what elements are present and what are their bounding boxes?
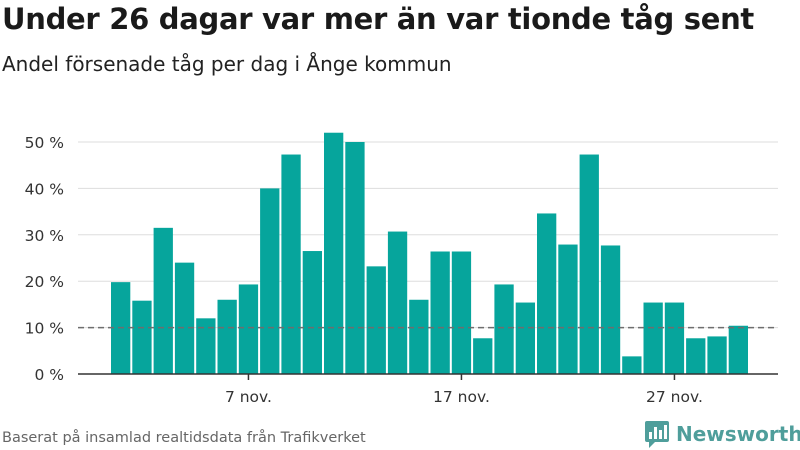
bar bbox=[515, 302, 535, 374]
brand-name: Newsworthy bbox=[676, 422, 800, 446]
x-tick-label: 17 nov. bbox=[433, 388, 490, 406]
bar bbox=[664, 302, 685, 374]
newsworthy-logo: Newsworthy bbox=[644, 418, 800, 450]
y-tick-label: 0 % bbox=[34, 366, 64, 384]
bar-chart: 0 % 10 % 20 % 30 % 40 % 50 % 7 nov. 17 nov. 27 … bbox=[25, 132, 778, 406]
bar bbox=[494, 284, 514, 374]
newsworthy-chart-icon bbox=[645, 421, 669, 448]
bar bbox=[302, 251, 322, 374]
y-axis-labels: 0 % 10 % 20 % 30 % 40 % 50 % bbox=[25, 134, 64, 384]
bar bbox=[174, 262, 195, 374]
source-note: Baserat på insamlad realtidsdata från Tr… bbox=[2, 430, 366, 446]
bar bbox=[728, 325, 748, 374]
chart-subtitle: Andel försenade tåg per dag i Ånge kommu… bbox=[2, 52, 452, 76]
x-axis-labels: 7 nov. 17 nov. 27 nov. bbox=[225, 374, 703, 406]
bar bbox=[686, 338, 706, 374]
bar bbox=[132, 300, 152, 374]
bar bbox=[707, 336, 727, 374]
bar bbox=[451, 251, 472, 374]
bar bbox=[537, 213, 557, 374]
y-tick-label: 50 % bbox=[25, 134, 64, 152]
bar bbox=[409, 299, 429, 374]
x-tick-label: 27 nov. bbox=[646, 388, 703, 406]
bar bbox=[324, 132, 344, 374]
bar bbox=[217, 299, 237, 374]
chart-title: Under 26 dagar var mer än var tionde tåg… bbox=[2, 2, 754, 36]
y-tick-label: 40 % bbox=[25, 180, 64, 198]
bar bbox=[153, 227, 173, 374]
bar bbox=[579, 154, 599, 374]
bar bbox=[281, 154, 301, 374]
y-tick-label: 30 % bbox=[25, 227, 64, 245]
bar bbox=[643, 302, 663, 374]
bar bbox=[600, 245, 621, 374]
bar bbox=[196, 318, 216, 374]
bars bbox=[111, 132, 748, 374]
y-tick-label: 10 % bbox=[25, 320, 64, 338]
bar bbox=[345, 142, 365, 374]
bar bbox=[473, 338, 493, 374]
bar bbox=[260, 188, 280, 374]
x-tick-label: 7 nov. bbox=[225, 388, 272, 406]
bar bbox=[387, 231, 408, 374]
bar bbox=[366, 266, 386, 374]
bar bbox=[430, 251, 450, 374]
bar bbox=[622, 356, 642, 374]
bar bbox=[558, 244, 578, 374]
y-tick-label: 20 % bbox=[25, 273, 64, 291]
bar bbox=[238, 284, 259, 374]
